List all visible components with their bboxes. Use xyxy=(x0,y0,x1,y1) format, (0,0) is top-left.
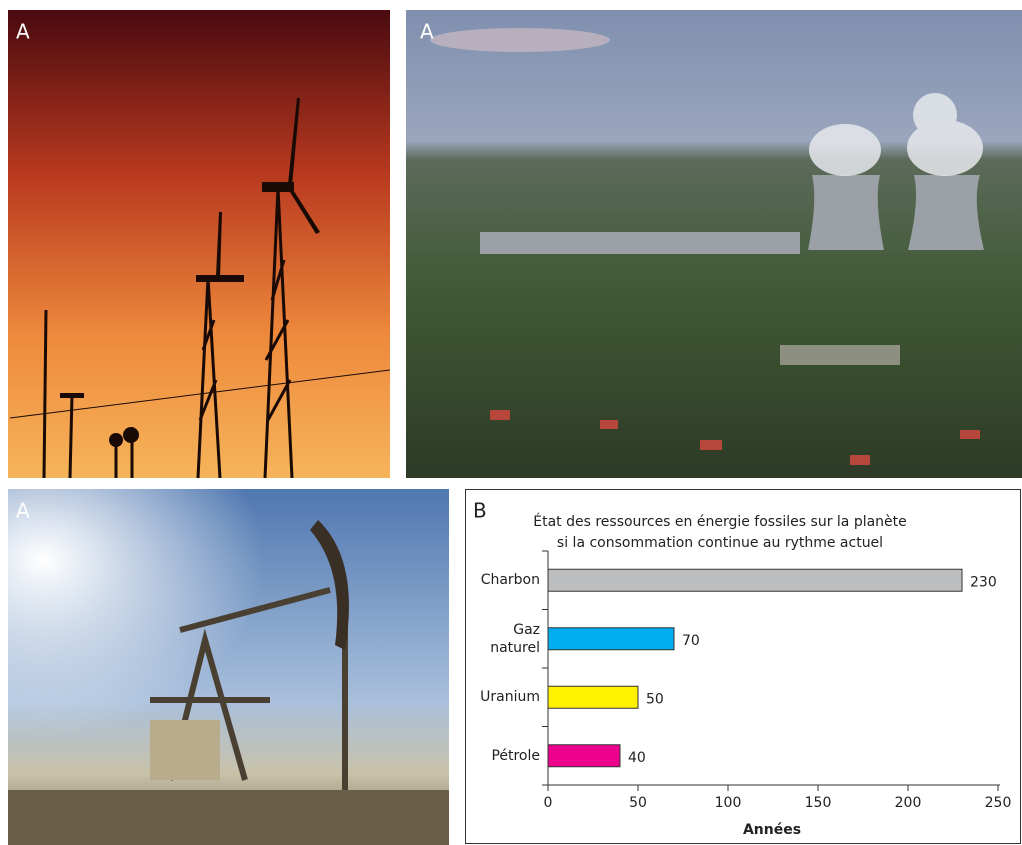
value-label: 230 xyxy=(970,574,997,590)
photo-oil xyxy=(8,489,449,845)
page: État des ressources en énergie fossiles … xyxy=(0,0,1022,845)
photo-nuclear xyxy=(406,10,1022,478)
category-label: Uranium xyxy=(468,688,540,706)
x-tick-label: 200 xyxy=(895,795,922,811)
bar xyxy=(548,628,674,650)
bar xyxy=(548,686,638,708)
figure: État des ressources en énergie fossiles … xyxy=(0,0,1022,845)
panel-label: A xyxy=(16,499,30,523)
bar xyxy=(548,569,962,591)
panel-label: B xyxy=(473,499,487,523)
x-axis-title: Années xyxy=(743,822,801,838)
category-label: Charbon xyxy=(468,571,540,589)
category-label: Gaz naturel xyxy=(468,621,540,657)
bar xyxy=(548,745,620,767)
chart-title: État des ressources en énergie fossiles … xyxy=(533,513,907,530)
x-tick-label: 250 xyxy=(985,795,1012,811)
panel-label: A xyxy=(420,20,434,44)
x-tick-label: 50 xyxy=(629,795,647,811)
value-label: 40 xyxy=(628,750,646,766)
panel-label: A xyxy=(16,20,30,44)
x-tick-label: 150 xyxy=(805,795,832,811)
x-tick-label: 100 xyxy=(715,795,742,811)
category-label: Pétrole xyxy=(468,747,540,765)
chart-title: si la consommation continue au rythme ac… xyxy=(557,535,883,551)
value-label: 70 xyxy=(682,633,700,649)
value-label: 50 xyxy=(646,691,664,707)
x-tick-label: 0 xyxy=(544,795,553,811)
photo-wind xyxy=(8,10,390,478)
